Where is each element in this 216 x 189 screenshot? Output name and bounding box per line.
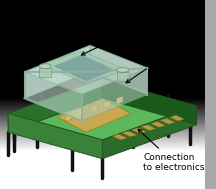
Polygon shape [65, 113, 72, 121]
Polygon shape [117, 72, 129, 81]
Polygon shape [102, 106, 197, 159]
Text: μMEA
Chip: μMEA Chip [126, 47, 177, 83]
Ellipse shape [117, 68, 129, 72]
Polygon shape [117, 96, 123, 104]
Polygon shape [57, 98, 131, 132]
Polygon shape [39, 68, 51, 77]
Polygon shape [53, 55, 115, 81]
Ellipse shape [39, 64, 51, 68]
Polygon shape [8, 79, 197, 140]
Polygon shape [102, 79, 197, 125]
Polygon shape [8, 79, 102, 132]
Polygon shape [113, 134, 127, 140]
Polygon shape [25, 45, 147, 94]
Polygon shape [132, 128, 146, 134]
Polygon shape [8, 113, 102, 159]
Polygon shape [122, 131, 137, 137]
Polygon shape [104, 101, 110, 108]
Polygon shape [41, 51, 127, 83]
Polygon shape [90, 45, 147, 94]
Polygon shape [141, 125, 156, 130]
Polygon shape [78, 109, 84, 117]
Polygon shape [25, 45, 90, 98]
Polygon shape [151, 122, 165, 127]
Text: Connection
to electronics: Connection to electronics [138, 129, 205, 172]
Polygon shape [25, 72, 82, 121]
Polygon shape [91, 105, 97, 112]
Polygon shape [160, 119, 175, 124]
Polygon shape [82, 68, 147, 121]
Polygon shape [170, 115, 184, 121]
Text: Microfluidic
Channel: Microfluidic Channel [81, 13, 175, 55]
